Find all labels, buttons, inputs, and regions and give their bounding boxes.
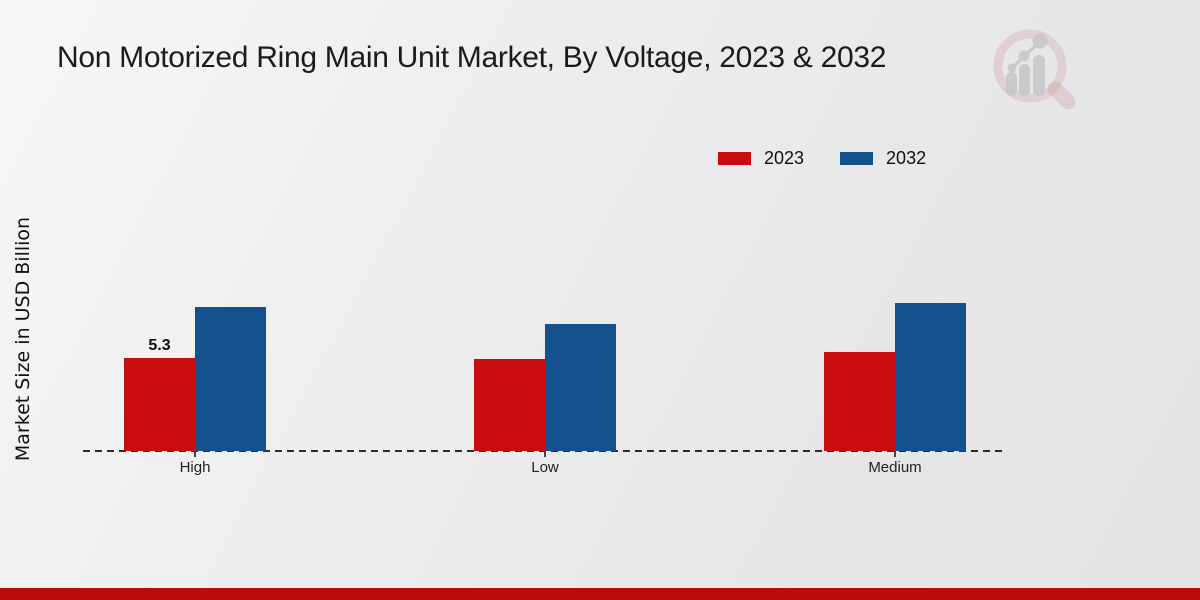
market-research-future-watermark-logo	[993, 29, 1076, 110]
legend-swatch-2032	[840, 152, 874, 165]
legend: 2023 2032	[718, 148, 926, 169]
legend-swatch-2023	[718, 152, 751, 165]
bar-medium-2032	[895, 303, 966, 451]
category-label-high: High	[179, 459, 211, 476]
bar-growth-icon	[1006, 33, 1048, 96]
legend-label-2023: 2023	[764, 148, 805, 168]
bar-low-2032	[545, 324, 616, 451]
chart-title: Non Motorized Ring Main Unit Market, By …	[57, 41, 887, 74]
legend-label-2032: 2032	[886, 148, 927, 168]
x-axis-tick-high	[194, 451, 196, 457]
x-axis-tick-medium	[894, 451, 896, 457]
bottom-accent-bar	[0, 588, 1200, 600]
legend-item-2032: 2032	[840, 148, 926, 169]
category-label-low: Low	[531, 459, 559, 476]
bar-low-2023	[474, 359, 545, 451]
bar-high-2023	[124, 358, 195, 451]
x-axis-tick-low	[544, 451, 546, 457]
category-label-medium: Medium	[868, 459, 922, 476]
legend-item-2023: 2023	[718, 148, 804, 169]
bar-high-2032	[195, 307, 266, 451]
bar-medium-2023	[824, 352, 895, 451]
bar-value-label-high-2023: 5.3	[148, 337, 171, 354]
magnifier-icon	[993, 29, 1076, 110]
